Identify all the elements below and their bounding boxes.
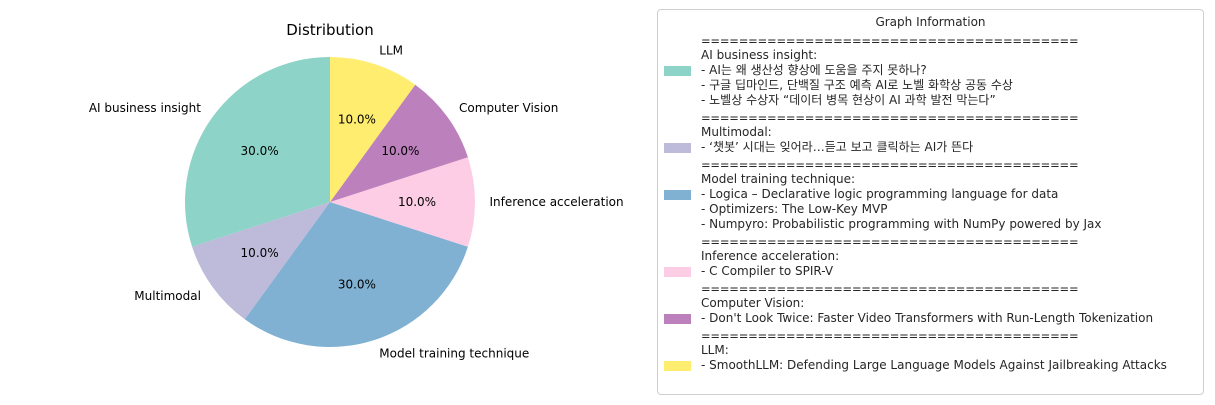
legend-entry-line: - Don't Look Twice: Faster Video Transfo…: [701, 311, 1154, 325]
legend-swatch: [664, 361, 691, 371]
legend-entry-line: - SmoothLLM: Defending Large Language Mo…: [701, 358, 1167, 372]
legend-entry-line: - C Compiler to SPIR-V: [701, 264, 834, 278]
legend-entry-text: Inference acceleration: - C Compiler to …: [701, 249, 839, 279]
pie-slice-llm: [330, 57, 416, 202]
pie-category-label: Model training technique: [379, 347, 529, 361]
legend-entry-line: LLM:: [701, 343, 729, 357]
legend-entry-text: Multimodal: - ‘챗봇’ 시대는 잊어라…듣고 보고 클릭하는 AI…: [701, 125, 973, 155]
pie-chart: Distribution 30.0% AI business insight 10.…: [89, 21, 624, 361]
legend: Graph Information ======================…: [657, 9, 1204, 395]
pie-category-label: AI business insight: [89, 101, 201, 115]
pie-percent-label: 30.0%: [241, 144, 279, 158]
legend-entry-line: Inference acceleration:: [701, 249, 840, 263]
legend-entry-text: Computer Vision: - Don't Look Twice: Fas…: [701, 296, 1153, 326]
legend-entry-text: Model training technique: - Logica – Dec…: [701, 172, 1101, 232]
legend-entry-line: - Numpyro: Probabilistic programming wit…: [701, 217, 1102, 231]
pie-labels: 30.0% AI business insight 10.0% Multimodal 3…: [89, 43, 624, 360]
pie-slices: [184, 57, 475, 348]
legend-separator: ========================================: [701, 235, 1079, 249]
pie-percent-label: 10.0%: [338, 112, 376, 126]
pie-slice-model-training-technique: [244, 202, 468, 348]
pie-slice-inference-acceleration: [330, 157, 475, 247]
pie-category-label: Inference acceleration: [490, 195, 624, 209]
pie-percent-label: 30.0%: [338, 278, 376, 292]
legend-entry-line: Model training technique:: [701, 172, 856, 186]
legend-entry-text: AI business insight: - AI는 왜 생산성 향상에 도움을…: [701, 48, 1013, 108]
pie-category-label: Computer Vision: [459, 101, 558, 115]
legend-entry-line: Multimodal:: [701, 125, 772, 139]
legend-separator: ========================================: [701, 111, 1079, 125]
legend-separator: ========================================: [701, 329, 1079, 343]
legend-swatch: [664, 267, 691, 277]
pie-category-label: LLM: [379, 43, 403, 57]
pie-slice-multimodal: [192, 202, 330, 320]
legend-title: Graph Information: [875, 15, 986, 29]
legend-entry-line: - 구글 딥마인드, 단백질 구조 예측 AI로 노벨 화학상 공동 수상: [701, 78, 1013, 92]
legend-separator: ========================================: [701, 282, 1079, 296]
legend-swatch: [664, 66, 691, 76]
legend-entry-line: - 노벨상 수상자 “데이터 병목 현상이 AI 과학 발전 막는다”: [701, 93, 996, 107]
legend-entry-line: AI business insight:: [701, 48, 818, 62]
legend-entry-line: - Optimizers: The Low-Key MVP: [701, 202, 888, 216]
pie-category-label: Multimodal: [134, 289, 201, 303]
pie-percent-label: 10.0%: [398, 195, 436, 209]
legend-swatch: [664, 190, 691, 200]
legend-separator: ========================================: [701, 34, 1079, 48]
legend-entry-line: Computer Vision:: [701, 296, 805, 310]
legend-entry-text: LLM: - SmoothLLM: Defending Large Langua…: [701, 343, 1167, 373]
chart-title: Distribution: [286, 21, 374, 39]
pie-percent-label: 10.0%: [381, 144, 419, 158]
legend-separator: ========================================: [701, 158, 1079, 172]
legend-swatch: [664, 143, 691, 153]
legend-swatch: [664, 314, 691, 324]
pie-percent-label: 10.0%: [241, 246, 279, 260]
legend-entry-line: - ‘챗봇’ 시대는 잊어라…듣고 보고 클릭하는 AI가 뜬다: [701, 140, 974, 154]
pie-slice-ai-business-insight: [184, 57, 330, 247]
pie-slice-computer-vision: [330, 84, 468, 202]
legend-entry-line: - Logica – Declarative logic programming…: [701, 187, 1059, 201]
legend-entry-line: - AI는 왜 생산성 향상에 도움을 주지 못하나?: [701, 63, 927, 77]
